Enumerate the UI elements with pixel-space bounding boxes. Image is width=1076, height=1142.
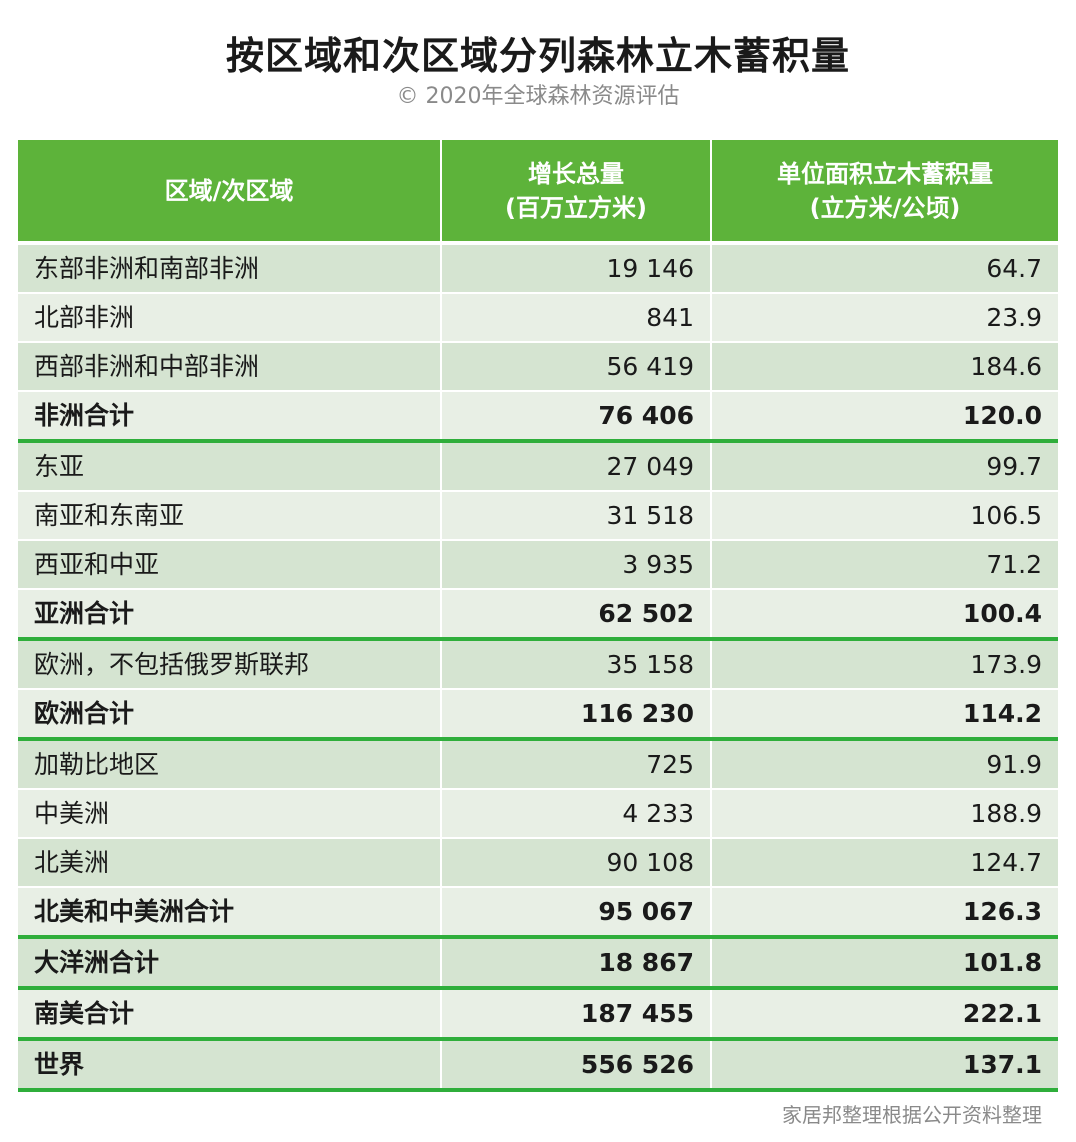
table-row: 加勒比地区 725 91.9 <box>18 739 1058 790</box>
cell-density: 91.9 <box>710 739 1058 790</box>
cell-growth: 18 867 <box>440 937 711 990</box>
cell-density: 64.7 <box>710 243 1058 294</box>
header-growth: 增长总量 (百万立方米) <box>440 140 711 245</box>
cell-density: 137.1 <box>710 1039 1058 1092</box>
cell-growth: 56 419 <box>440 342 711 392</box>
cell-region: 东部非洲和南部非洲 <box>18 243 441 294</box>
table-row-total: 欧洲合计 116 230 114.2 <box>18 689 1058 741</box>
cell-density: 114.2 <box>710 689 1058 741</box>
cell-region: 世界 <box>18 1039 441 1092</box>
cell-growth: 76 406 <box>440 391 711 443</box>
table-row: 南亚和东南亚 31 518 106.5 <box>18 491 1058 541</box>
table-header-row: 区域/次区域 增长总量 (百万立方米) 单位面积立木蓄积量 (立方米/公顷) <box>18 140 1058 245</box>
cell-density: 184.6 <box>710 342 1058 392</box>
cell-growth: 35 158 <box>440 639 711 690</box>
cell-growth: 116 230 <box>440 689 711 741</box>
cell-region: 北美洲 <box>18 838 441 888</box>
table-row: 北美洲 90 108 124.7 <box>18 838 1058 888</box>
header-growth-label: 增长总量 <box>528 159 624 188</box>
cell-growth: 62 502 <box>440 589 711 641</box>
page-subtitle: © 2020年全球森林资源评估 <box>396 84 680 109</box>
table-row-total: 亚洲合计 62 502 100.4 <box>18 589 1058 641</box>
cell-growth: 187 455 <box>440 988 711 1041</box>
table-row: 东亚 27 049 99.7 <box>18 441 1058 492</box>
cell-region: 加勒比地区 <box>18 739 441 790</box>
cell-growth: 19 146 <box>440 243 711 294</box>
table-row: 西亚和中亚 3 935 71.2 <box>18 540 1058 590</box>
cell-density: 100.4 <box>710 589 1058 641</box>
cell-region: 北部非洲 <box>18 293 441 343</box>
cell-growth: 725 <box>440 739 711 790</box>
table-row: 西部非洲和中部非洲 56 419 184.6 <box>18 342 1058 392</box>
cell-density: 106.5 <box>710 491 1058 541</box>
cell-region: 西部非洲和中部非洲 <box>18 342 441 392</box>
cell-region: 南亚和东南亚 <box>18 491 441 541</box>
source-note: 家居邦整理根据公开资料整理 <box>782 1103 1042 1127</box>
cell-growth: 841 <box>440 293 711 343</box>
page-title: 按区域和次区域分列森林立木蓄积量 <box>225 34 850 78</box>
forest-stock-table: 区域/次区域 增长总量 (百万立方米) 单位面积立木蓄积量 (立方米/公顷) 东… <box>18 140 1058 1092</box>
table-row-total: 大洋洲合计 18 867 101.8 <box>18 937 1058 990</box>
cell-density: 126.3 <box>710 887 1058 939</box>
table-row: 欧洲，不包括俄罗斯联邦 35 158 173.9 <box>18 639 1058 690</box>
table-row: 北部非洲 841 23.9 <box>18 293 1058 343</box>
header-density-unit: (立方米/公顷) <box>809 193 961 222</box>
cell-region: 西亚和中亚 <box>18 540 441 590</box>
cell-density: 173.9 <box>710 639 1058 690</box>
cell-region: 大洋洲合计 <box>18 937 441 990</box>
cell-growth: 556 526 <box>440 1039 711 1092</box>
cell-density: 23.9 <box>710 293 1058 343</box>
cell-growth: 95 067 <box>440 887 711 939</box>
cell-growth: 90 108 <box>440 838 711 888</box>
cell-growth: 27 049 <box>440 441 711 492</box>
cell-region: 欧洲合计 <box>18 689 441 741</box>
cell-density: 99.7 <box>710 441 1058 492</box>
cell-density: 124.7 <box>710 838 1058 888</box>
cell-region: 中美洲 <box>18 789 441 839</box>
cell-growth: 3 935 <box>440 540 711 590</box>
cell-density: 188.9 <box>710 789 1058 839</box>
cell-region: 东亚 <box>18 441 441 492</box>
header-growth-unit: (百万立方米) <box>505 193 647 222</box>
cell-density: 222.1 <box>710 988 1058 1041</box>
header-density-label: 单位面积立木蓄积量 <box>777 159 993 188</box>
table-row-total: 南美合计 187 455 222.1 <box>18 988 1058 1041</box>
header-region-label: 区域/次区域 <box>164 176 294 205</box>
table-row: 中美洲 4 233 188.9 <box>18 789 1058 839</box>
table-row-total: 北美和中美洲合计 95 067 126.3 <box>18 887 1058 939</box>
cell-region: 南美合计 <box>18 988 441 1041</box>
table-row: 东部非洲和南部非洲 19 146 64.7 <box>18 243 1058 294</box>
table-row-total: 非洲合计 76 406 120.0 <box>18 391 1058 443</box>
cell-growth: 31 518 <box>440 491 711 541</box>
cell-region: 欧洲，不包括俄罗斯联邦 <box>18 639 441 690</box>
cell-region: 亚洲合计 <box>18 589 441 641</box>
cell-density: 120.0 <box>710 391 1058 443</box>
cell-growth: 4 233 <box>440 789 711 839</box>
header-density: 单位面积立木蓄积量 (立方米/公顷) <box>710 140 1058 245</box>
cell-density: 71.2 <box>710 540 1058 590</box>
cell-region: 非洲合计 <box>18 391 441 443</box>
table-row-world: 世界 556 526 137.1 <box>18 1039 1058 1092</box>
header-region: 区域/次区域 <box>18 140 441 245</box>
cell-density: 101.8 <box>710 937 1058 990</box>
cell-region: 北美和中美洲合计 <box>18 887 441 939</box>
